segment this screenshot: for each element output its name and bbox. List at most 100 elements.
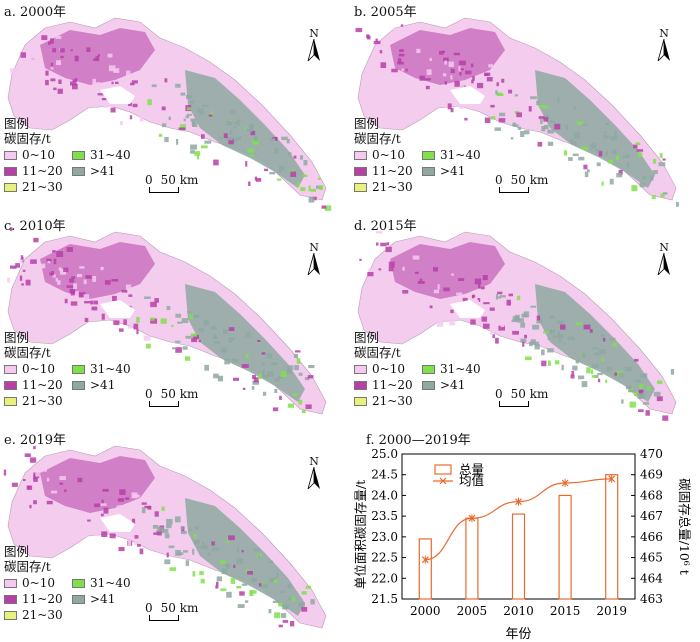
- map-region: [357, 231, 677, 421]
- legend-bar-swatch: [434, 464, 452, 475]
- y-tick-label: 23.5: [371, 509, 398, 523]
- map-region: [3, 445, 327, 629]
- legend-label: 均值: [459, 473, 484, 488]
- legend-item: 21~30: [4, 608, 63, 623]
- map-legend: 图例 碳固存/t 0~10 11~20 21~30 31~40 >41: [354, 116, 484, 196]
- legend-item: 0~10: [354, 362, 405, 377]
- legend-item: 31~40: [72, 148, 131, 163]
- panel-title: e. 2019年: [4, 433, 67, 448]
- chart-title: f. 2000—2019年: [366, 433, 471, 448]
- scale-bar: 0 50 km: [495, 387, 548, 407]
- y-tick-label: 24.5: [371, 468, 398, 482]
- legend-label: 总量: [459, 462, 484, 477]
- legend-item: 31~40: [72, 576, 131, 591]
- map-panel-2010: c. 2010年 N 图例 碳固存/t 0~10 11~20 21~30 31~…: [0, 214, 350, 428]
- map-legend: 图例 碳固存/t 0~10 11~20 21~30 31~40 >41: [4, 116, 134, 196]
- legend-item: 11~20: [354, 378, 413, 393]
- x-tick-label: 2015: [550, 604, 581, 618]
- line-point: [421, 555, 429, 564]
- legend-item: 11~20: [4, 592, 63, 607]
- y-tick-label: 21.5: [371, 592, 398, 606]
- legend-item: 0~10: [4, 362, 55, 377]
- y2-tick-label: 468: [640, 488, 663, 502]
- y-tick-label: 22.0: [371, 571, 398, 585]
- scale-bar: 0 50 km: [145, 173, 198, 193]
- map-region: [7, 17, 332, 211]
- map-legend: 图例 碳固存/t 0~10 11~20 21~30 31~40 >41: [354, 330, 484, 410]
- map-panel-2005: b. 2005年 N 图例 碳固存/t 0~10 11~20 21~30 31~…: [350, 0, 700, 214]
- legend-item: 21~30: [4, 180, 63, 195]
- line-point: [468, 514, 476, 523]
- y2-tick-label: 466: [640, 530, 663, 544]
- x-tick-label: 2019: [596, 604, 627, 618]
- chart-panel: f. 2000—2019年 21.5 22.0 22.5 23.0 23.5 24.0 24…: [350, 428, 700, 642]
- legend-item: 31~40: [422, 148, 481, 163]
- y-tick-label: 22.5: [371, 551, 398, 565]
- legend-subtitle: 碳固存/t: [4, 345, 51, 360]
- legend-subtitle: 碳固存/t: [354, 345, 401, 360]
- bar: [558, 494, 572, 600]
- y2-tick-label: 463: [640, 592, 663, 606]
- legend-title: 图例: [4, 116, 30, 131]
- map-region: [355, 17, 679, 207]
- legend-item: 21~30: [354, 180, 413, 195]
- x-tick-label: 2005: [457, 604, 488, 618]
- panel-title: b. 2005年: [354, 5, 417, 20]
- north-arrow-icon: N: [654, 242, 674, 279]
- x-tick-label: 2000: [410, 604, 441, 618]
- y2-tick-label: 465: [640, 551, 663, 565]
- panel-title: a. 2000年: [4, 5, 67, 20]
- y2-tick-label: 469: [640, 468, 663, 482]
- legend-item: 0~10: [354, 148, 405, 163]
- legend-item: 11~20: [4, 164, 63, 179]
- y-tick-label: 24.0: [371, 488, 398, 502]
- map-region: [7, 227, 327, 415]
- y-axis-label: 单位面积碳固存量/t: [353, 480, 368, 589]
- map-legend: 图例 碳固存/t 0~10 11~20 21~30 31~40 >41: [4, 330, 134, 410]
- north-arrow-icon: N: [654, 28, 674, 65]
- legend-item: 31~40: [72, 362, 131, 377]
- legend-title: 图例: [4, 544, 30, 559]
- legend-subtitle: 碳固存/t: [4, 131, 51, 146]
- y2-axis-label: 碳固存总量/10⁶ t: [677, 478, 692, 575]
- panel-title: c. 2010年: [4, 219, 66, 234]
- line-point: [561, 479, 569, 487]
- legend-item: 0~10: [4, 148, 55, 163]
- bar: [605, 474, 619, 600]
- panel-title: d. 2015年: [354, 219, 417, 234]
- legend-title: 图例: [354, 330, 380, 345]
- legend-title: 图例: [354, 116, 380, 131]
- legend-item: >41: [72, 592, 115, 607]
- legend-item: >41: [422, 378, 465, 393]
- y2-tick-label: 470: [640, 447, 663, 461]
- y2-tick-label: 467: [640, 509, 663, 523]
- bar: [418, 538, 432, 600]
- legend-subtitle: 碳固存/t: [354, 131, 401, 146]
- legend-item: 31~40: [422, 362, 481, 377]
- legend-subtitle: 碳固存/t: [4, 559, 51, 574]
- legend-item: 0~10: [4, 576, 55, 591]
- y-tick-label: 23.0: [371, 530, 398, 544]
- legend-item: >41: [72, 164, 115, 179]
- bar: [465, 517, 479, 600]
- x-axis-label: 年份: [505, 627, 531, 642]
- combo-chart: 21.5 22.0 22.5 23.0 23.5 24.0 24.5 25.0 463 464 46…: [353, 447, 692, 642]
- line-point: [515, 497, 522, 506]
- north-arrow-icon: N: [304, 242, 324, 279]
- map-panel-2019: e. 2019年 N 图例 碳固存/t 0~10 11~20 21~30 31~…: [0, 428, 350, 642]
- legend-item: 11~20: [4, 378, 63, 393]
- line-point: [608, 474, 616, 483]
- map-panel-2000: a. 2000年 N 图例 碳固存/t 0~10 11~20 21~30 31~…: [0, 0, 350, 214]
- bar: [511, 513, 526, 600]
- north-arrow-icon: N: [304, 28, 324, 65]
- legend-item: 21~30: [4, 394, 63, 409]
- map-legend: 图例 碳固存/t 0~10 11~20 21~30 31~40 >41: [4, 544, 134, 624]
- y2-tick-label: 464: [640, 571, 663, 585]
- legend-item: >41: [422, 164, 465, 179]
- legend-item: >41: [72, 378, 115, 393]
- legend-item: 21~30: [354, 394, 413, 409]
- scale-bar: 0 50 km: [495, 173, 548, 193]
- north-arrow-icon: N: [304, 456, 324, 493]
- map-panel-2015: d. 2015年 N 图例 碳固存/t 0~10 11~20 21~30 31~…: [350, 214, 700, 428]
- scale-bar: 0 50 km: [145, 601, 198, 621]
